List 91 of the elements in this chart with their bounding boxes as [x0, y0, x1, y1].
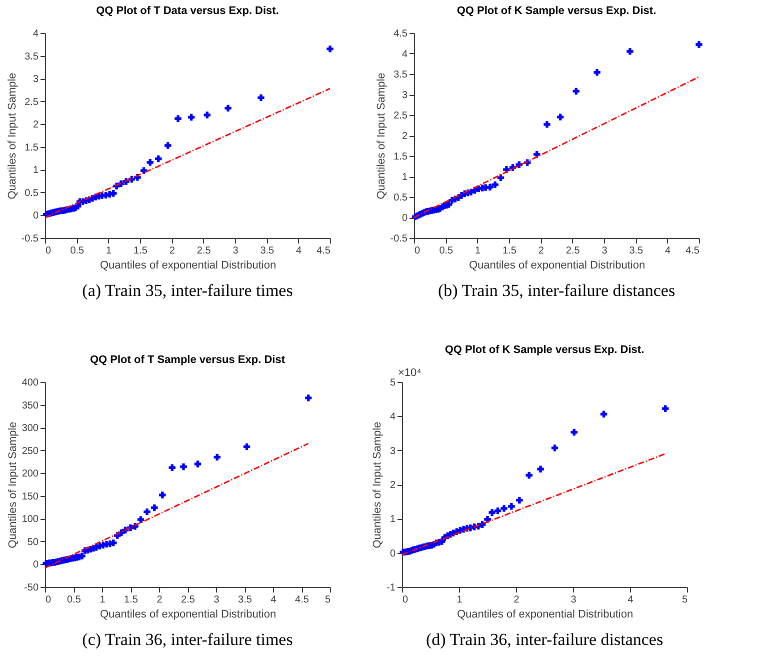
y-tick-label: 0 — [402, 213, 408, 224]
x-tick-label: 1 — [475, 246, 482, 256]
x-tick-label: 1 — [106, 246, 112, 256]
x-tick-label: 1.5 — [502, 246, 517, 256]
y-tick-label: 400 — [22, 378, 39, 388]
text: (c) Train 36, inter-failure times — [82, 630, 293, 649]
x-tick-label: 0 — [46, 594, 52, 606]
y-tick-label: 1 — [32, 165, 39, 176]
x-axis-title: Quantiles of exponential Distribution — [100, 260, 276, 272]
y-tick-label: 3 — [32, 74, 39, 86]
x-tick-label: 0 — [414, 246, 420, 256]
y-tick-label: 350 — [22, 400, 39, 412]
y-axis-title: Quantiles of Input Sample — [372, 422, 384, 548]
chart-title: QQ Plot of K Sample versus Exp. Dist. — [456, 5, 656, 17]
y-tick-label: 3.5 — [24, 51, 39, 62]
y-tick-label: 1.5 — [24, 142, 39, 154]
y-tick-label: -0.5 — [21, 234, 39, 244]
x-tick-label: 3 — [232, 246, 239, 256]
x-axis-title: Quantiles of exponential Distribution — [100, 608, 276, 620]
y-tick-label: -1 — [386, 582, 396, 594]
y-tick-label: 0 — [32, 210, 39, 222]
y-tick-label: 0.5 — [24, 188, 39, 199]
x-tick-label: 3 — [214, 594, 220, 606]
y-tick-label: 0 — [390, 548, 396, 560]
y-tick-label: 4.5 — [394, 28, 408, 40]
x-tick-label: 3.5 — [629, 246, 644, 256]
y-tick-label: 50 — [27, 536, 39, 548]
x-tick-label: 1.5 — [134, 246, 148, 256]
y-tick-label: 1 — [402, 172, 408, 183]
y-tick-label: 2 — [402, 131, 408, 142]
y-tick-label: 3 — [402, 90, 408, 101]
x-tick-label: 4.5 — [295, 594, 310, 606]
chart-title: QQ Plot of K Sample versus Exp. Dist. — [444, 344, 644, 356]
x-tick-label: 4 — [270, 594, 277, 606]
y-tick-label: 2 — [32, 120, 39, 131]
y-tick-label: -0.5 — [390, 234, 408, 244]
text: (d) Train 36, inter-failure distances — [426, 630, 664, 649]
x-tick-label: 2.5 — [196, 246, 212, 256]
x-tick-label: 0.5 — [67, 594, 82, 606]
x-tick-label: 1 — [456, 594, 463, 606]
x-tick-label: 4.5 — [686, 246, 700, 256]
x-tick-label: 4 — [296, 246, 302, 256]
y-tick-label: 2.5 — [24, 96, 39, 108]
x-tick-label: 1 — [100, 594, 106, 606]
y-tick-label: 3 — [390, 446, 396, 457]
y-tick-label: 250 — [22, 446, 39, 457]
x-tick-label: 4.5 — [316, 246, 331, 256]
x-tick-label: 0 — [46, 246, 52, 256]
x-tick-label: 3.5 — [238, 594, 252, 606]
y-axis-title: Quantiles of Input Sample — [6, 422, 19, 548]
y-tick-label: 2 — [390, 480, 396, 491]
y-tick-label: 5 — [390, 378, 396, 388]
x-tick-label: 3.5 — [260, 246, 275, 256]
text: (b) Train 35, inter-failure distances — [438, 281, 676, 300]
chart-title: QQ Plot of T Sample versus Exp. Dist — [90, 354, 286, 366]
x-tick-label: 0.5 — [70, 246, 85, 256]
y-tick-label: 100 — [22, 514, 39, 526]
y-tick-label: 4 — [32, 28, 39, 40]
x-tick-label: 2 — [156, 594, 163, 606]
y-tick-label: 150 — [22, 491, 39, 502]
x-tick-label: 3 — [570, 594, 577, 606]
x-tick-label: 2 — [514, 594, 520, 606]
x-tick-label: 4 — [628, 594, 634, 606]
y-tick-label: 1.5 — [394, 152, 408, 162]
y-axis-title: Quantiles of Input Sample — [375, 72, 388, 200]
y-tick-label: 2.5 — [394, 110, 408, 122]
y-tick-label: 4 — [390, 412, 396, 423]
text: (a) Train 35, inter-failure times — [82, 281, 293, 300]
y-tick-label: 4 — [402, 49, 408, 60]
x-tick-label: 0.5 — [439, 246, 454, 256]
y-tick-label: 3.5 — [394, 70, 408, 80]
chart-title: QQ Plot of T Data versus Exp. Dist. — [96, 5, 279, 17]
x-tick-label: 4 — [665, 246, 672, 256]
y-tick-label: -50 — [24, 582, 39, 594]
x-tick-label: 2.5 — [566, 246, 580, 256]
y-tick-label: 0.5 — [394, 192, 408, 204]
x-tick-label: 5 — [324, 594, 331, 606]
y-tick-label: 300 — [22, 423, 39, 434]
x-tick-label: 3 — [602, 246, 608, 256]
y-tick-label: 1 — [390, 514, 396, 526]
x-tick-label: 1.5 — [124, 594, 138, 606]
y-tick-label: 0 — [32, 560, 39, 571]
y-axis-title: Quantiles of Input Sample — [6, 72, 18, 200]
x-axis-title: Quantiles of exponential Distribution — [456, 608, 634, 620]
text: ×10⁴ — [398, 367, 422, 379]
x-axis-title: Quantiles of exponential Distribution — [468, 260, 646, 272]
x-tick-label: 5 — [682, 594, 688, 606]
x-tick-label: 2.5 — [181, 594, 196, 606]
x-tick-label: 2 — [169, 246, 176, 256]
x-tick-label: 2 — [538, 246, 544, 256]
y-tick-label: 200 — [22, 468, 39, 480]
